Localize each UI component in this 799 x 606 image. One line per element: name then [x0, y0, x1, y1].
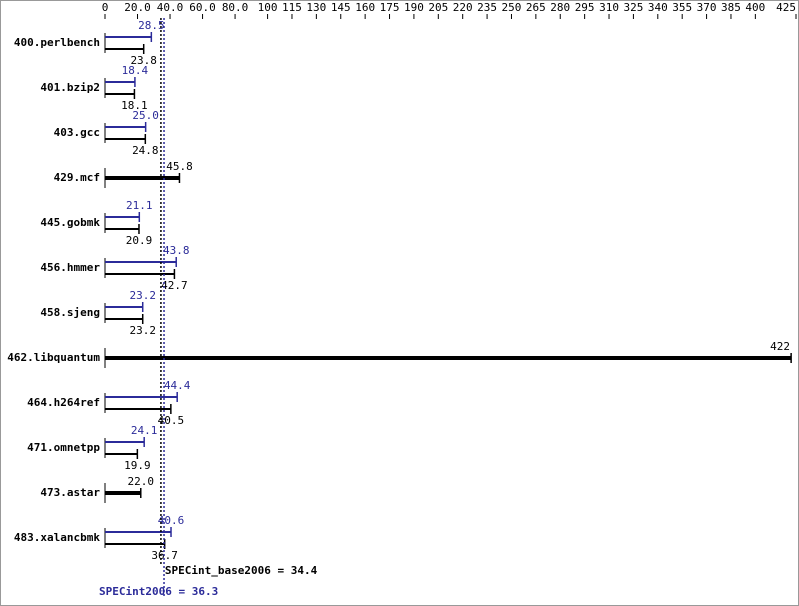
x-tick-label: 280	[550, 1, 570, 14]
value-label: 23.2	[129, 324, 156, 337]
category-label: 471.omnetpp	[27, 441, 100, 454]
bar	[105, 36, 152, 38]
bar	[105, 306, 143, 308]
bar	[105, 543, 165, 545]
value-label: 42.7	[161, 279, 188, 292]
category-label: 473.astar	[40, 486, 100, 499]
value-label: 22.0	[128, 475, 155, 488]
x-tick-label: 190	[404, 1, 424, 14]
value-label: 25.0	[132, 109, 159, 122]
category-label: 400.perlbench	[14, 36, 100, 49]
bar	[105, 396, 178, 398]
value-label: 422	[770, 340, 790, 353]
value-label: 19.9	[124, 459, 151, 472]
category-label: 401.bzip2	[40, 81, 100, 94]
value-label: 24.1	[131, 424, 158, 437]
reference-label: SPECint_base2006 = 34.4	[165, 564, 318, 577]
value-label: 45.8	[166, 160, 193, 173]
bar	[105, 408, 171, 410]
bar	[105, 453, 138, 455]
bar	[105, 261, 177, 263]
value-label: 18.1	[121, 99, 148, 112]
x-tick-label: 80.0	[222, 1, 249, 14]
category-label: 429.mcf	[54, 171, 100, 184]
reference-label: SPECint2006 = 36.3	[99, 585, 218, 598]
category-label: 403.gcc	[54, 126, 100, 139]
bar	[105, 273, 175, 275]
bar	[105, 441, 145, 443]
x-tick-label: 325	[623, 1, 643, 14]
category-label: 456.hmmer	[40, 261, 100, 274]
category-label: 483.xalancbmk	[14, 531, 100, 544]
x-tick-label: 295	[575, 1, 595, 14]
bar	[105, 228, 139, 230]
value-label: 43.8	[163, 244, 190, 257]
value-label: 20.9	[126, 234, 153, 247]
bar	[105, 491, 141, 495]
category-label: 445.gobmk	[40, 216, 100, 229]
x-tick-label: 235	[477, 1, 497, 14]
bar	[105, 356, 792, 360]
value-label: 24.8	[132, 144, 159, 157]
category-label: 458.sjeng	[40, 306, 100, 319]
category-label: 462.libquantum	[7, 351, 100, 364]
x-tick-label: 310	[599, 1, 619, 14]
category-label: 464.h264ref	[27, 396, 100, 409]
bar	[105, 126, 146, 128]
value-label: 28.5	[138, 19, 165, 32]
bar	[105, 531, 172, 533]
x-tick-label: 425	[776, 1, 796, 14]
x-tick-label: 40.0	[157, 1, 184, 14]
x-tick-label: 175	[380, 1, 400, 14]
x-tick-label: 100	[258, 1, 278, 14]
x-tick-label: 115	[282, 1, 302, 14]
bar	[105, 93, 135, 95]
value-label: 23.8	[130, 54, 157, 67]
x-tick-label: 250	[502, 1, 522, 14]
x-tick-label: 370	[697, 1, 717, 14]
bar	[105, 318, 143, 320]
x-tick-label: 145	[331, 1, 351, 14]
value-label: 44.4	[164, 379, 191, 392]
x-tick-label: 60.0	[189, 1, 216, 14]
x-tick-label: 130	[306, 1, 326, 14]
x-tick-label: 265	[526, 1, 546, 14]
x-tick-label: 385	[721, 1, 741, 14]
x-tick-label: 20.0	[124, 1, 151, 14]
value-label: 40.6	[158, 514, 185, 527]
bar	[105, 138, 146, 140]
x-tick-label: 400	[745, 1, 765, 14]
x-tick-label: 160	[355, 1, 375, 14]
x-tick-label: 220	[453, 1, 473, 14]
value-label: 21.1	[126, 199, 153, 212]
x-tick-label: 340	[648, 1, 668, 14]
bar	[105, 216, 140, 218]
value-label: 23.2	[129, 289, 156, 302]
bar	[105, 48, 144, 50]
x-tick-label: 205	[428, 1, 448, 14]
x-tick-label: 0	[102, 1, 109, 14]
value-label: 18.4	[122, 64, 149, 77]
x-tick-label: 355	[672, 1, 692, 14]
bar	[105, 81, 135, 83]
bar	[105, 176, 180, 180]
